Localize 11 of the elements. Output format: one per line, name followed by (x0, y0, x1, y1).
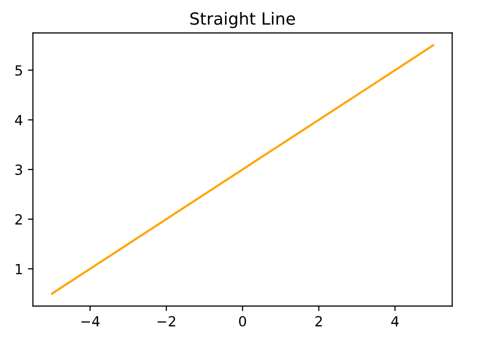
chart-title: Straight Line (190, 12, 295, 28)
y-tick-label: 1 (16, 264, 22, 274)
x-tick-label: −4 (81, 316, 100, 326)
x-tick-label: 4 (391, 316, 399, 326)
y-tick-label: 4 (15, 115, 22, 126)
x-tick-label: 0 (239, 316, 246, 327)
y-tick-label: 5 (15, 65, 22, 76)
y-tick-label: 2 (15, 214, 22, 224)
x-tick-label: 2 (315, 316, 322, 326)
y-tick-label: 3 (15, 164, 22, 175)
x-tick-label: −2 (158, 316, 176, 326)
